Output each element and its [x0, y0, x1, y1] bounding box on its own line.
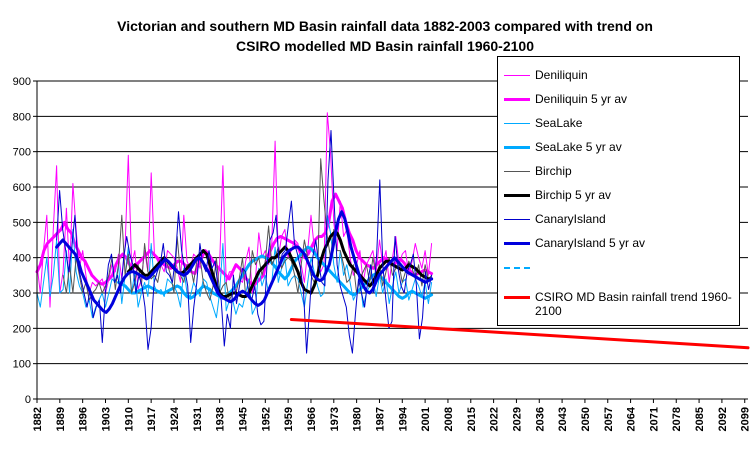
x-tick-label: 2043 — [557, 407, 569, 431]
legend-item-canaryisland: CanaryIsland — [498, 207, 741, 231]
x-tick-label: 2022 — [489, 407, 501, 431]
legend-item-birchip: Birchip — [498, 159, 741, 183]
y-tick-label: 700 — [13, 147, 31, 159]
x-tick-label: 2071 — [648, 407, 660, 431]
series-line-trend — [289, 318, 750, 350]
x-tick-label: 1889 — [55, 407, 67, 431]
chart-title-line-2: CSIRO modelled MD Basin rainfall 1960-21… — [236, 38, 534, 54]
legend-item-sealake_5yr: SeaLake 5 yr av — [498, 135, 741, 159]
y-tick-label: 0 — [25, 394, 31, 406]
legend-label: Deniliquin — [535, 68, 588, 82]
x-tick-label: 1987 — [374, 407, 386, 431]
legend-swatch — [504, 75, 530, 76]
x-tick-label: 2001 — [420, 407, 432, 431]
legend-item-sealake: SeaLake — [498, 111, 741, 135]
x-tick-label: 1952 — [260, 407, 272, 431]
y-tick-label: 300 — [13, 288, 31, 300]
legend-item-trend: CSIRO MD Basin rainfall trend 1960-2100 — [498, 285, 741, 318]
legend-swatch — [504, 219, 530, 220]
x-tick-label: 1910 — [123, 407, 135, 431]
legend-swatch — [504, 296, 530, 299]
legend-label: Deniliquin 5 yr av — [535, 92, 628, 106]
y-tick-label: 500 — [13, 217, 31, 229]
legend-swatch — [504, 171, 530, 172]
x-tick-label: 1973 — [329, 407, 341, 431]
legend-swatch — [504, 146, 530, 149]
series-line-canaryisland_5yr — [55, 210, 434, 314]
y-tick-label: 100 — [13, 359, 31, 371]
legend-swatch — [504, 123, 530, 124]
axes: 0 100 200 300 400 500 600 700 800 900 1882 1889 1896… — [13, 76, 750, 431]
x-tick-label: 2036 — [534, 407, 546, 431]
x-tick-label: 1959 — [283, 407, 295, 431]
x-tick-label: 2078 — [671, 407, 683, 431]
legend-label: CanaryIsland 5 yr av — [535, 236, 646, 250]
legend-item-deniliquin_5yr: Deniliquin 5 yr av — [498, 87, 741, 111]
legend-label: SeaLake 5 yr av — [535, 140, 622, 154]
legend-swatch — [504, 267, 530, 269]
y-tick-label: 800 — [13, 111, 31, 123]
x-tick-label: 1966 — [306, 407, 318, 431]
legend-label: Birchip — [535, 164, 572, 178]
x-tick-label: 1945 — [237, 407, 249, 431]
legend-swatch — [504, 242, 530, 245]
x-tick-label: 2085 — [694, 407, 706, 431]
x-tick-label: 2057 — [603, 407, 615, 431]
x-tick-label: 1938 — [215, 407, 227, 431]
series-lines — [35, 112, 750, 354]
y-tick-label: 200 — [13, 323, 31, 335]
y-tick-label: 400 — [13, 253, 31, 265]
legend-item-canaryisland_5yr: CanaryIsland 5 yr av — [498, 231, 741, 255]
x-tick-label: 1903 — [100, 407, 112, 431]
y-tick-label: 900 — [13, 76, 31, 88]
x-tick-label: 1924 — [169, 406, 181, 431]
legend-item-blank — [498, 255, 741, 279]
legend-label: SeaLake — [535, 116, 583, 130]
x-tick-label: 1896 — [78, 407, 90, 431]
x-tick-label: 1882 — [32, 407, 44, 431]
x-tick-label: 2099 — [740, 407, 750, 431]
legend-swatch — [504, 98, 530, 101]
x-tick-label: 1917 — [146, 407, 158, 431]
series-line-deniliquin_5yr — [35, 192, 434, 288]
legend-label: CSIRO MD Basin rainfall trend 1960-2100 — [535, 290, 732, 318]
series-line-canaryisland — [56, 130, 433, 354]
legend-label: Birchip 5 yr av — [535, 188, 612, 202]
x-tick-label: 2092 — [717, 407, 729, 431]
x-tick-label: 1931 — [192, 407, 204, 431]
x-tick-label: 1980 — [352, 407, 364, 431]
x-tick-label: 2050 — [580, 407, 592, 431]
legend-swatch — [504, 194, 530, 197]
x-tick-label: 2064 — [626, 406, 638, 431]
chart-title: Victorian and southern MD Basin rainfall… — [40, 16, 730, 56]
x-tick-label: 2029 — [511, 407, 523, 431]
legend-item-birchip_5yr: Birchip 5 yr av — [498, 183, 741, 207]
chart-legend: Deniliquin Deniliquin 5 yr av SeaLake SeaLa… — [497, 56, 740, 326]
x-tick-label: 2015 — [466, 407, 478, 431]
x-tick-label: 1994 — [397, 406, 409, 431]
chart-title-line-1: Victorian and southern MD Basin rainfall… — [117, 18, 653, 34]
legend-label: CanaryIsland — [535, 212, 606, 226]
y-tick-label: 600 — [13, 182, 31, 194]
legend-item-deniliquin: Deniliquin — [498, 63, 741, 87]
x-tick-label: 2008 — [443, 407, 455, 431]
